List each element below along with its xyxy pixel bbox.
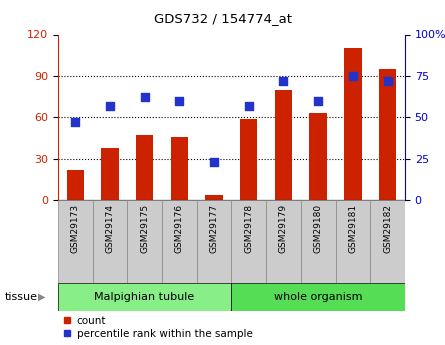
Text: GSM29177: GSM29177 [210, 204, 218, 253]
Bar [301, 200, 336, 283]
Text: GSM29182: GSM29182 [383, 204, 392, 253]
Legend: count, percentile rank within the sample: count, percentile rank within the sample [63, 316, 252, 339]
Point [349, 73, 356, 79]
Text: GSM29176: GSM29176 [175, 204, 184, 253]
Text: GSM29178: GSM29178 [244, 204, 253, 253]
Text: GSM29175: GSM29175 [140, 204, 149, 253]
Bar [101, 148, 118, 200]
Bar [127, 200, 162, 283]
Bar [58, 283, 231, 310]
Bar [162, 200, 197, 283]
Bar [136, 135, 153, 200]
Bar [231, 283, 405, 310]
Text: whole organism: whole organism [274, 292, 362, 302]
Point [315, 98, 322, 104]
Point [245, 103, 252, 108]
Text: GSM29180: GSM29180 [314, 204, 323, 253]
Point [72, 119, 79, 125]
Point [176, 98, 183, 104]
Point [210, 159, 218, 165]
Bar [336, 200, 370, 283]
Text: ▶: ▶ [38, 292, 45, 302]
Bar [310, 113, 327, 200]
Bar [379, 69, 396, 200]
Bar [266, 200, 301, 283]
Bar [171, 137, 188, 200]
Text: GSM29181: GSM29181 [348, 204, 357, 253]
Bar [67, 170, 84, 200]
Bar [206, 195, 223, 200]
Bar [275, 90, 292, 200]
Point [141, 95, 148, 100]
Bar [197, 200, 231, 283]
Bar [93, 200, 127, 283]
Bar [240, 119, 257, 200]
Text: Malpighian tubule: Malpighian tubule [94, 292, 195, 302]
Text: GSM29173: GSM29173 [71, 204, 80, 253]
Text: tissue: tissue [4, 292, 37, 302]
Point [280, 78, 287, 83]
Text: GSM29179: GSM29179 [279, 204, 288, 253]
Point [106, 103, 113, 108]
Bar [58, 200, 93, 283]
Text: GSM29174: GSM29174 [105, 204, 114, 253]
Bar [231, 200, 266, 283]
Text: GDS732 / 154774_at: GDS732 / 154774_at [154, 12, 291, 25]
Point [384, 78, 391, 83]
Bar [370, 200, 405, 283]
Bar [344, 48, 362, 200]
